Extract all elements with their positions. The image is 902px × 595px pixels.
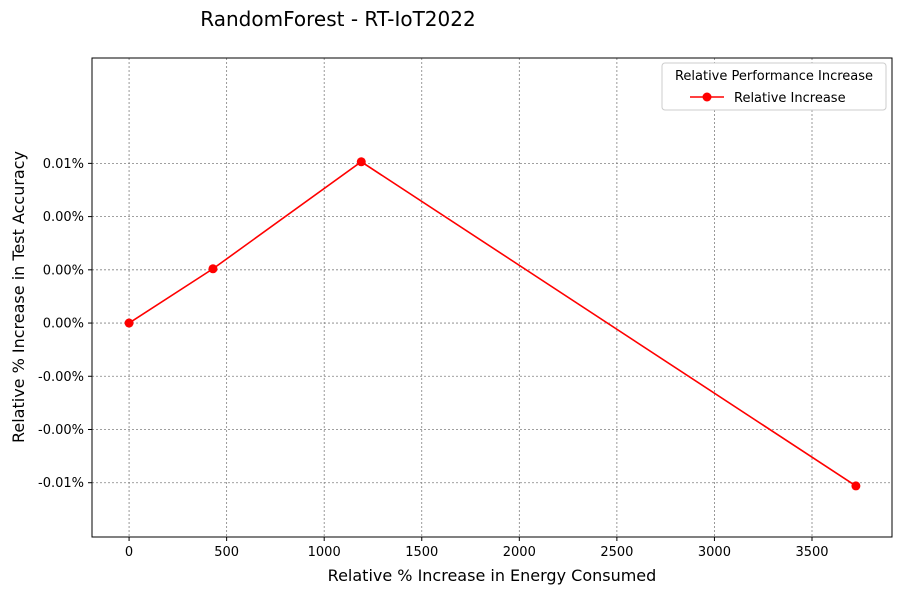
x-tick-label: 3000: [698, 545, 731, 560]
x-tick-label: 3500: [795, 545, 828, 560]
y-tick-label: 0.00%: [43, 263, 84, 278]
y-tick-label: 0.00%: [43, 317, 84, 332]
x-tick-label: 0: [125, 545, 133, 560]
x-tick-label: 2000: [503, 545, 536, 560]
chart-title: RandomForest - RT-IoT2022: [200, 7, 475, 31]
legend-title: Relative Performance Increase: [675, 69, 873, 84]
series-line: [128, 160, 857, 487]
legend-box: [661, 62, 887, 111]
y-tick-label: -0.00%: [38, 423, 84, 438]
plot-frame: [91, 57, 893, 538]
legend-marker-swatch: [702, 92, 712, 102]
x-axis-label: Relative % Increase in Energy Consumed: [328, 566, 657, 585]
data-point: [851, 481, 861, 491]
data-point: [208, 264, 218, 274]
x-axis: 0 500 1000 1500 2000 2500 3000 3500: [125, 537, 829, 560]
x-tick-label: 2500: [600, 545, 633, 560]
x-tick-label: 500: [214, 545, 239, 560]
data-point: [356, 157, 366, 167]
y-tick-label: 0.00%: [43, 210, 84, 225]
x-tick-label: 1000: [308, 545, 341, 560]
data-point: [124, 318, 134, 328]
legend: Relative Performance Increase Relative I…: [661, 62, 887, 111]
x-tick-label: 1500: [405, 545, 438, 560]
y-tick-label: -0.00%: [38, 370, 84, 385]
grid: [92, 58, 892, 537]
series-layer: [124, 157, 861, 491]
y-tick-label: -0.01%: [38, 476, 84, 491]
y-tick-label: 0.01%: [43, 157, 84, 172]
y-axis-label: Relative % Increase in Test Accuracy: [9, 151, 28, 443]
y-axis: -0.01% -0.00% -0.00% 0.00% 0.00% 0.00% 0.01%: [38, 157, 92, 491]
legend-entry-label: Relative Increase: [734, 91, 846, 106]
